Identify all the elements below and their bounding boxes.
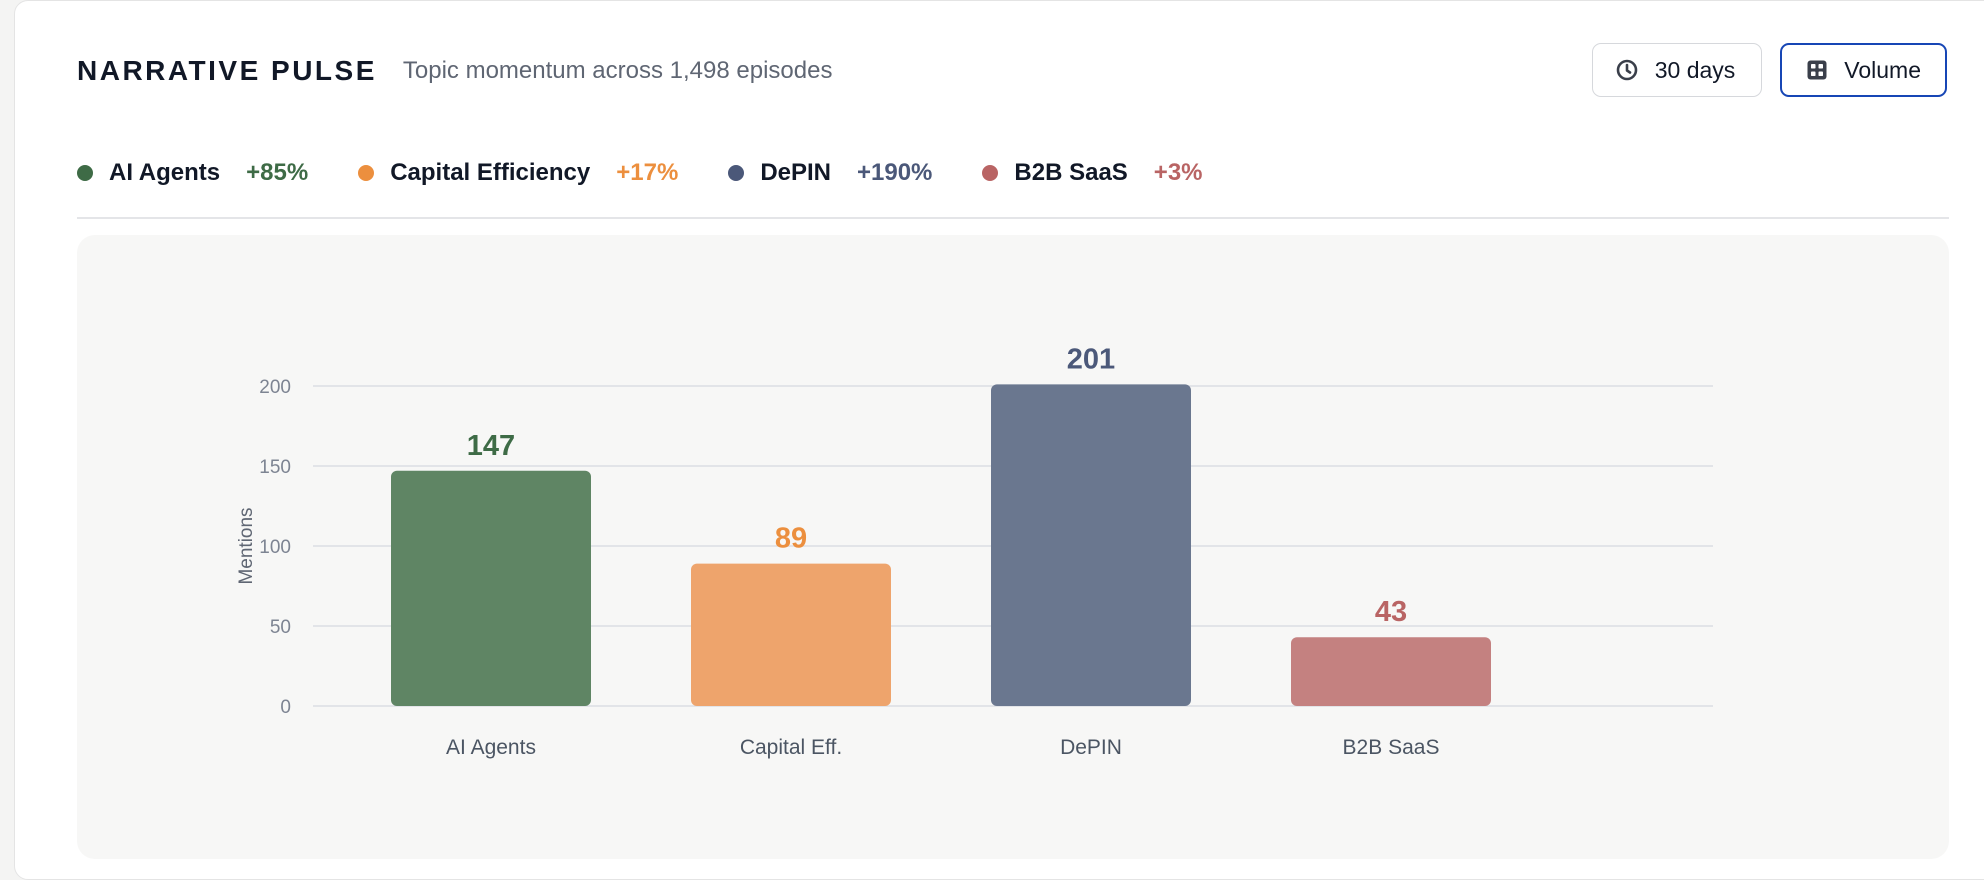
volume-button[interactable]: Volume xyxy=(1780,43,1947,97)
time-range-button[interactable]: 30 days xyxy=(1591,43,1763,97)
legend-dot xyxy=(77,165,93,181)
divider xyxy=(77,217,1949,219)
y-axis-label: Mentions xyxy=(236,507,257,584)
y-tick-label: 0 xyxy=(280,697,291,718)
y-tick-label: 200 xyxy=(259,377,291,398)
page-title: NARRATIVE PULSE xyxy=(77,55,377,86)
y-tick-label: 50 xyxy=(270,617,291,638)
legend-label: B2B SaaS xyxy=(1014,159,1128,186)
legend-label: AI Agents xyxy=(109,159,221,186)
bar-value-label: 43 xyxy=(1375,596,1407,628)
bar xyxy=(1291,637,1491,706)
time-range-label: 30 days xyxy=(1654,56,1736,83)
bar xyxy=(691,563,891,706)
x-tick-label: DePIN xyxy=(1060,736,1122,759)
header: NARRATIVE PULSE Topic momentum across 1,… xyxy=(77,51,832,91)
bar xyxy=(391,470,591,706)
legend-item-depin[interactable]: DePIN +190% xyxy=(728,159,932,187)
y-tick-label: 100 xyxy=(259,537,291,558)
bar xyxy=(991,384,1191,706)
legend-label: Capital Efficiency xyxy=(390,159,591,186)
legend-dot xyxy=(728,165,745,181)
legend-item-b2b-saas[interactable]: B2B SaaS +3% xyxy=(982,159,1203,187)
controls: 30 days Volume xyxy=(1591,43,1947,97)
legend-change: +17% xyxy=(616,159,679,186)
x-tick-label: Capital Eff. xyxy=(740,736,842,759)
chart-panel: 0 50 100 150 200 Mentions 147 AI Agents 89 Capita… xyxy=(77,235,1949,859)
bar-value-label: 89 xyxy=(775,523,807,555)
y-tick-label: 150 xyxy=(259,457,291,478)
legend-item-capital-efficiency[interactable]: Capital Efficiency +17% xyxy=(358,159,678,187)
legend-item-ai-agents[interactable]: AI Agents +85% xyxy=(77,159,308,187)
bar-value-label: 201 xyxy=(1067,343,1115,375)
grid-icon xyxy=(1806,59,1828,81)
legend: AI Agents +85% Capital Efficiency +17% D… xyxy=(77,157,1253,189)
legend-change: +3% xyxy=(1153,159,1203,186)
legend-label: DePIN xyxy=(760,159,831,186)
legend-change: +85% xyxy=(246,159,309,186)
legend-dot xyxy=(982,165,999,181)
bar-chart: 0 50 100 150 200 Mentions 147 AI Agents 89 Capita… xyxy=(236,343,1713,759)
volume-label: Volume xyxy=(1844,56,1921,83)
x-tick-label: AI Agents xyxy=(446,736,536,759)
page-subtitle: Topic momentum across 1,498 episodes xyxy=(402,57,833,84)
clock-icon xyxy=(1615,58,1639,82)
legend-dot xyxy=(358,165,375,181)
legend-change: +190% xyxy=(857,159,933,186)
x-tick-label: B2B SaaS xyxy=(1343,736,1440,759)
bar-value-label: 147 xyxy=(467,430,515,462)
narrative-pulse-card: NARRATIVE PULSE Topic momentum across 1,… xyxy=(14,0,1984,880)
